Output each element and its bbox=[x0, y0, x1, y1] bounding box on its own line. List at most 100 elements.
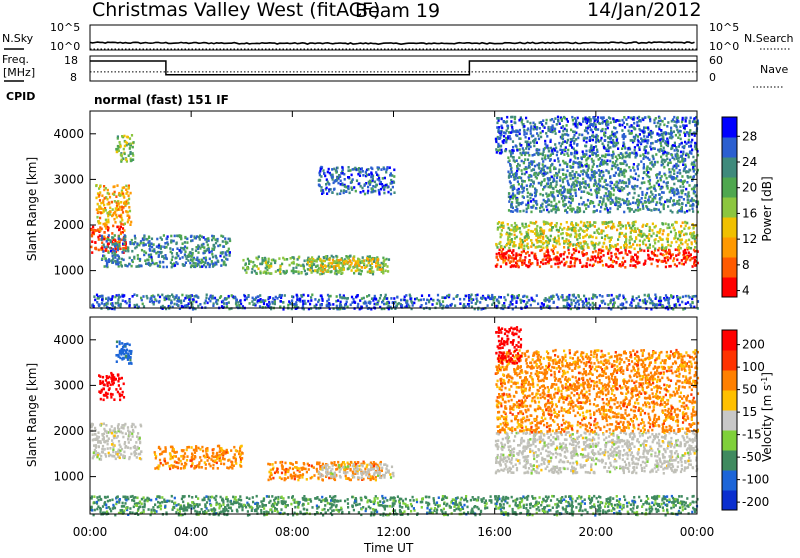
scatter-cell bbox=[222, 240, 224, 243]
scatter-cell bbox=[562, 141, 564, 144]
scatter-cell bbox=[497, 222, 499, 225]
scatter-cell bbox=[127, 265, 129, 268]
scatter-cell bbox=[683, 145, 685, 148]
scatter-cell bbox=[667, 223, 669, 226]
scatter-cell bbox=[534, 189, 536, 192]
scatter-cell bbox=[609, 175, 611, 178]
scatter-cell bbox=[336, 176, 338, 179]
scatter-cell bbox=[652, 165, 654, 168]
scatter-cell bbox=[658, 128, 660, 131]
scatter-cell bbox=[524, 158, 526, 161]
scatter-cell bbox=[682, 182, 684, 185]
scatter-cell bbox=[636, 200, 638, 203]
scatter-cell bbox=[622, 264, 624, 267]
scatter-cell bbox=[521, 119, 523, 122]
scatter-cell bbox=[539, 210, 541, 213]
scatter-cell bbox=[567, 139, 569, 142]
scatter-cell bbox=[551, 222, 553, 225]
scatter-cell bbox=[596, 188, 598, 191]
scatter-cell bbox=[599, 180, 601, 183]
scatter-cell bbox=[623, 244, 625, 247]
scatter-cell bbox=[95, 248, 97, 251]
scatter-cell bbox=[667, 187, 669, 190]
scatter-cell bbox=[561, 197, 563, 200]
scatter-cell bbox=[499, 226, 501, 229]
scatter-cell bbox=[621, 232, 623, 235]
scatter-cell bbox=[513, 156, 515, 159]
scatter-cell bbox=[324, 175, 326, 178]
scatter-cell bbox=[649, 244, 651, 247]
scatter-cell bbox=[94, 299, 96, 302]
scatter-cell bbox=[534, 139, 536, 142]
scatter-cell bbox=[108, 251, 110, 254]
scatter-cell bbox=[604, 135, 606, 138]
scatter-cell bbox=[374, 181, 376, 184]
scatter-cell bbox=[562, 299, 564, 302]
scatter-cell bbox=[145, 252, 147, 255]
scatter-cell bbox=[211, 260, 213, 263]
scatter-cell bbox=[91, 234, 93, 237]
scatter-cell bbox=[512, 229, 514, 232]
scatter-cell bbox=[516, 236, 518, 239]
scatter-cell bbox=[529, 193, 531, 196]
scatter-cell bbox=[647, 171, 649, 174]
scatter-cell bbox=[583, 295, 585, 298]
scatter-cell bbox=[498, 242, 500, 245]
scatter-cell bbox=[568, 252, 570, 255]
scatter-cell bbox=[99, 217, 101, 220]
scatter-cell bbox=[679, 304, 681, 307]
scatter-cell bbox=[106, 221, 108, 224]
scatter-cell bbox=[150, 253, 152, 256]
scatter-cell bbox=[151, 246, 153, 249]
scatter-cell bbox=[531, 252, 533, 255]
scatter-cell bbox=[560, 233, 562, 236]
scatter-cell bbox=[625, 227, 627, 230]
scatter-cell bbox=[151, 250, 153, 253]
scatter-cell bbox=[682, 151, 684, 154]
scatter-cell bbox=[624, 260, 626, 263]
scatter-cell bbox=[636, 165, 638, 168]
scatter-cell bbox=[530, 200, 532, 203]
scatter-cell bbox=[528, 137, 530, 140]
scatter-cell bbox=[558, 298, 560, 301]
scatter-cell bbox=[687, 198, 689, 201]
scatter-cell bbox=[545, 192, 547, 195]
scatter-cell bbox=[660, 145, 662, 148]
scatter-cell bbox=[542, 247, 544, 250]
scatter-cell bbox=[217, 260, 219, 263]
scatter-cell bbox=[501, 222, 503, 225]
scatter-cell bbox=[323, 172, 325, 175]
scatter-cell bbox=[570, 202, 572, 205]
scatter-cell bbox=[580, 298, 582, 301]
scatter-cell bbox=[587, 127, 589, 130]
scatter-cell bbox=[103, 204, 105, 207]
scatter-cell bbox=[621, 129, 623, 132]
scatter-cell bbox=[637, 144, 639, 147]
scatter-cell bbox=[183, 299, 185, 302]
scatter-cell bbox=[619, 179, 621, 182]
scatter-cell bbox=[103, 244, 105, 247]
scatter-cell bbox=[114, 234, 116, 237]
scatter-cell bbox=[375, 265, 377, 268]
scatter-cell bbox=[524, 131, 526, 134]
scatter-cell bbox=[570, 262, 572, 265]
scatter-cell bbox=[625, 301, 627, 304]
scatter-cell bbox=[681, 160, 683, 163]
scatter-cell bbox=[556, 183, 558, 186]
scatter-cell bbox=[661, 161, 663, 164]
scatter-cell bbox=[620, 227, 622, 230]
scatter-cell bbox=[615, 200, 617, 203]
scatter-cell bbox=[685, 233, 687, 236]
scatter-cell bbox=[666, 199, 668, 202]
scatter-cell bbox=[563, 189, 565, 192]
scatter-cell bbox=[638, 194, 640, 197]
scatter-cell bbox=[647, 126, 649, 129]
scatter-cell bbox=[637, 140, 639, 143]
scatter-cell bbox=[97, 203, 99, 206]
scatter-cell bbox=[599, 210, 601, 213]
scatter-cell bbox=[526, 211, 528, 214]
scatter-cell bbox=[96, 229, 98, 232]
scatter-cell bbox=[378, 189, 380, 192]
scatter-cell bbox=[603, 195, 605, 198]
scatter-cell bbox=[607, 303, 609, 306]
